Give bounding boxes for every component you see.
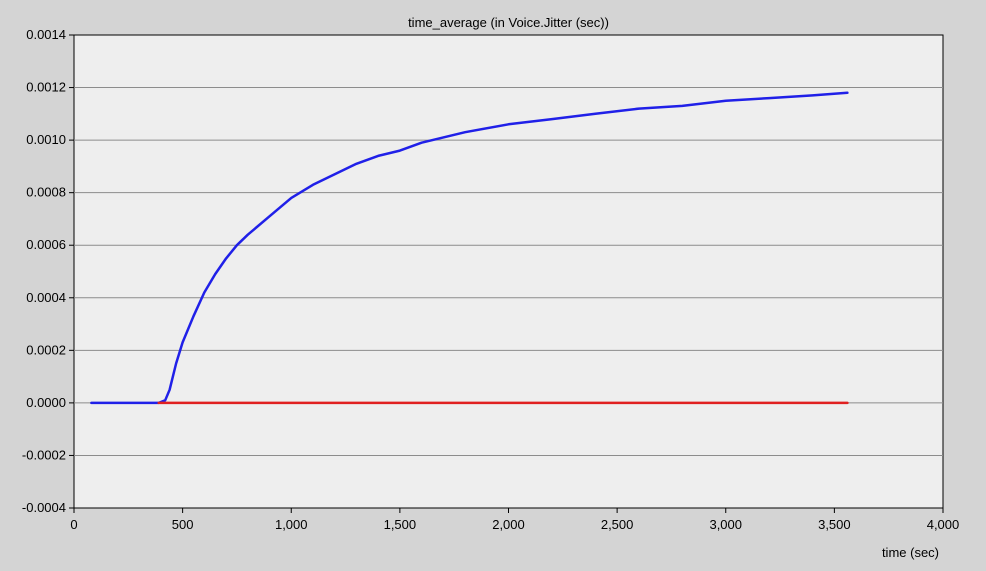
x-tick-label: 500 — [172, 517, 194, 532]
x-tick-label: 1,000 — [275, 517, 308, 532]
y-tick-label: 0.0002 — [26, 342, 66, 357]
x-tick-label: 2,000 — [492, 517, 525, 532]
x-tick-label: 2,500 — [601, 517, 634, 532]
x-tick-label: 3,500 — [818, 517, 851, 532]
y-tick-label: 0.0014 — [26, 27, 66, 42]
series-line-1 — [90, 91, 849, 405]
y-tick-label: 0.0006 — [26, 237, 66, 252]
plot-area — [73, 34, 944, 509]
x-tick-label: 0 — [70, 517, 77, 532]
x-axis-label: time (sec) — [882, 545, 939, 560]
x-tick-label: 3,000 — [709, 517, 742, 532]
y-axis: -0.0004 -0.0002 0.0000 0.0002 0.0004 0.0006 0.… — [22, 27, 74, 515]
y-tick-label: 0.0010 — [26, 132, 66, 147]
y-tick-label: -0.0004 — [22, 500, 66, 515]
y-tick-label: 0.0008 — [26, 185, 66, 200]
series-layer — [90, 91, 849, 405]
x-tick-label: 1,500 — [384, 517, 417, 532]
y-tick-label: 0.0012 — [26, 80, 66, 95]
chart-title: time_average (in Voice.Jitter (sec)) — [408, 15, 609, 30]
x-tick-label: 4,000 — [927, 517, 960, 532]
y-tick-label: -0.0002 — [22, 447, 66, 462]
x-axis: 0 500 1,000 1,500 2,000 2,500 3,000 3,500 4,000 — [70, 508, 959, 532]
y-tick-label: 0.0004 — [26, 290, 66, 305]
y-tick-label: 0.0000 — [26, 395, 66, 410]
